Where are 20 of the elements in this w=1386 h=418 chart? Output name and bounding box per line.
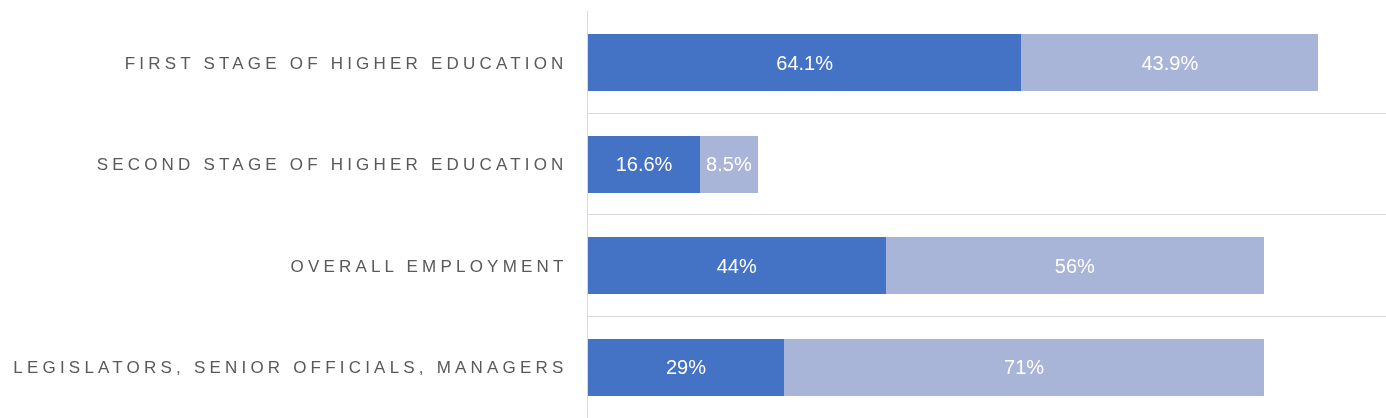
- y-tick-label: FIRST STAGE OF HIGHER EDUCATION: [124, 53, 568, 73]
- bar: [588, 135, 701, 193]
- y-tick-label: LEGISLATORS, SENIOR OFFICIALS, MANAGERS: [13, 358, 568, 378]
- bar: [885, 237, 1265, 295]
- data-label: 43.9%: [1141, 51, 1199, 74]
- bar: [588, 34, 1022, 92]
- y-tick-label: SECOND STAGE OF HIGHER EDUCATION: [96, 155, 568, 175]
- data-label: 56%: [1054, 254, 1096, 277]
- bar: [588, 338, 785, 396]
- data-label: 71%: [1004, 356, 1045, 379]
- data-label: 29%: [665, 356, 707, 379]
- data-label: 16.6%: [615, 153, 673, 176]
- bar: [700, 135, 758, 193]
- data-label: 64.1%: [776, 51, 834, 74]
- data-label: 44%: [716, 254, 757, 277]
- y-tick-label: OVERALL EMPLOYMENT: [290, 256, 568, 276]
- data-label: 8.5%: [706, 153, 752, 176]
- bar: [1021, 34, 1319, 92]
- bar: [784, 338, 1265, 396]
- bar: [588, 237, 886, 295]
